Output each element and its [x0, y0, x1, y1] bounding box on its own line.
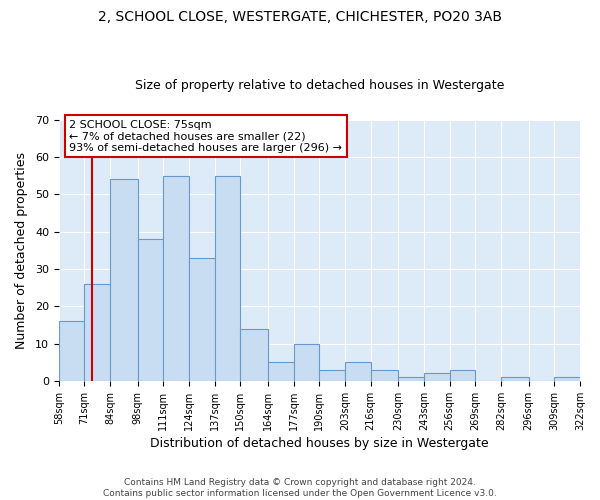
Bar — [424, 374, 449, 381]
Bar — [189, 258, 215, 381]
Text: 2 SCHOOL CLOSE: 75sqm
← 7% of detached houses are smaller (22)
93% of semi-detac: 2 SCHOOL CLOSE: 75sqm ← 7% of detached h… — [69, 120, 342, 153]
Bar — [138, 239, 163, 381]
Bar — [215, 176, 241, 381]
X-axis label: Distribution of detached houses by size in Westergate: Distribution of detached houses by size … — [150, 437, 489, 450]
Bar — [449, 370, 475, 381]
Bar — [345, 362, 371, 381]
Text: 2, SCHOOL CLOSE, WESTERGATE, CHICHESTER, PO20 3AB: 2, SCHOOL CLOSE, WESTERGATE, CHICHESTER,… — [98, 10, 502, 24]
Bar — [319, 370, 345, 381]
Title: Size of property relative to detached houses in Westergate: Size of property relative to detached ho… — [135, 79, 504, 92]
Bar — [371, 370, 398, 381]
Bar — [554, 377, 580, 381]
Bar — [268, 362, 294, 381]
Bar — [163, 176, 189, 381]
Bar — [241, 328, 268, 381]
Y-axis label: Number of detached properties: Number of detached properties — [15, 152, 28, 349]
Text: Contains HM Land Registry data © Crown copyright and database right 2024.
Contai: Contains HM Land Registry data © Crown c… — [103, 478, 497, 498]
Bar — [398, 377, 424, 381]
Bar — [110, 180, 138, 381]
Bar — [85, 284, 110, 381]
Bar — [59, 321, 85, 381]
Bar — [501, 377, 529, 381]
Bar — [294, 344, 319, 381]
